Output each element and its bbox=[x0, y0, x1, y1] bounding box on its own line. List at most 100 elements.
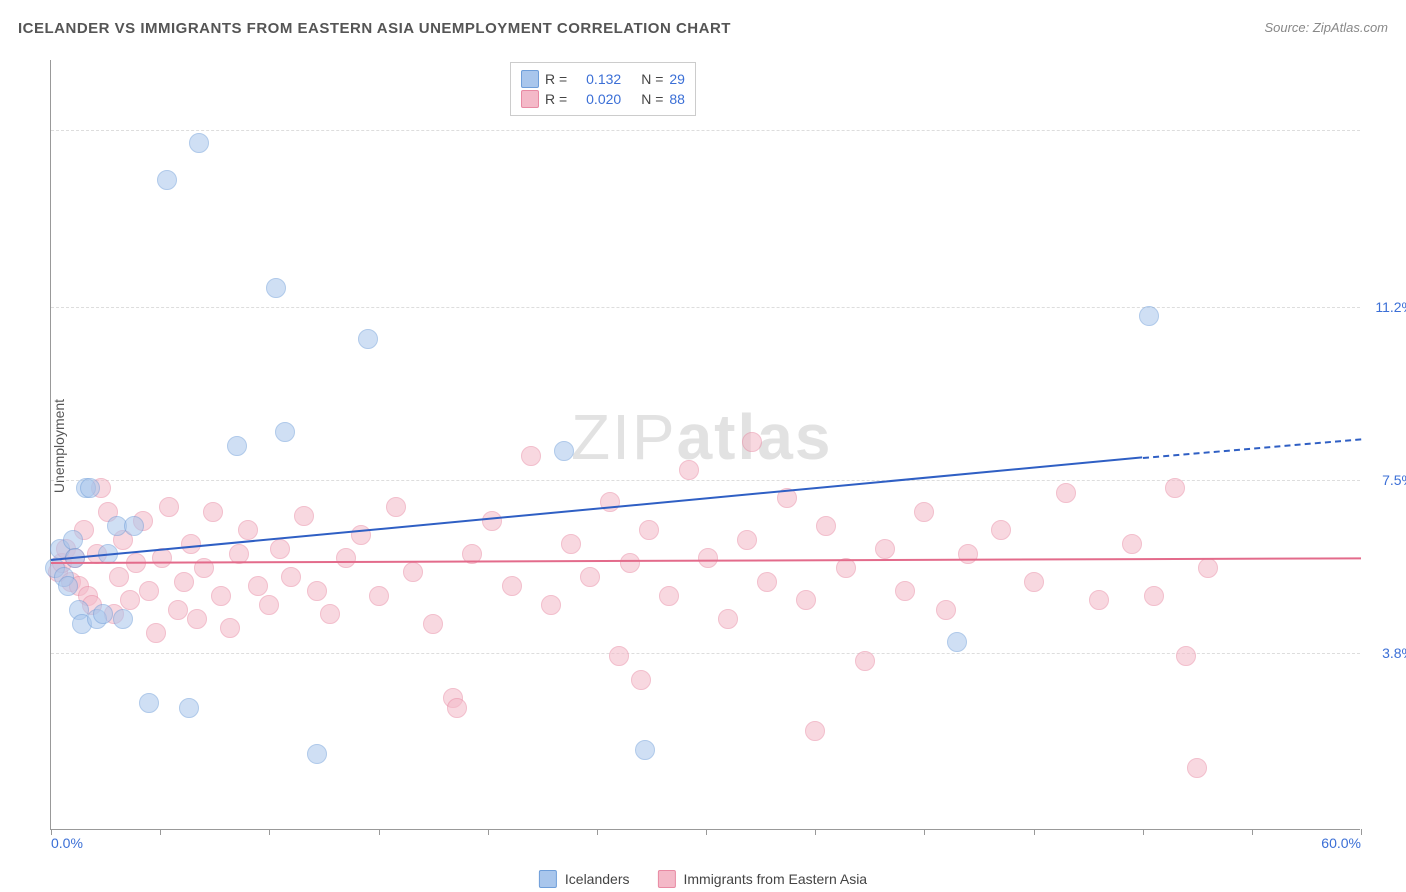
legend-swatch bbox=[539, 870, 557, 888]
trend-line bbox=[1143, 438, 1361, 459]
data-point bbox=[369, 586, 389, 606]
data-point bbox=[1198, 558, 1218, 578]
legend-label: Immigrants from Eastern Asia bbox=[683, 871, 867, 887]
data-point bbox=[336, 548, 356, 568]
data-point bbox=[1144, 586, 1164, 606]
legend-swatch bbox=[521, 70, 539, 88]
data-point bbox=[281, 567, 301, 587]
data-point bbox=[159, 497, 179, 517]
chart-title: ICELANDER VS IMMIGRANTS FROM EASTERN ASI… bbox=[18, 20, 731, 37]
data-point bbox=[139, 693, 159, 713]
n-value: 88 bbox=[669, 89, 685, 109]
gridline bbox=[51, 480, 1360, 481]
r-label: R = bbox=[545, 69, 567, 89]
n-label: N = bbox=[641, 89, 663, 109]
data-point bbox=[386, 497, 406, 517]
data-point bbox=[679, 460, 699, 480]
data-point bbox=[796, 590, 816, 610]
data-point bbox=[58, 576, 78, 596]
data-point bbox=[146, 623, 166, 643]
data-point bbox=[157, 170, 177, 190]
gridline bbox=[51, 307, 1360, 308]
legend-label: Icelanders bbox=[565, 871, 630, 887]
n-value: 29 bbox=[669, 69, 685, 89]
watermark-thin: ZIP bbox=[571, 401, 677, 473]
x-tick-mark bbox=[269, 829, 270, 835]
legend-swatch bbox=[657, 870, 675, 888]
data-point bbox=[1187, 758, 1207, 778]
data-point bbox=[266, 278, 286, 298]
x-tick-mark bbox=[1361, 829, 1362, 835]
data-point bbox=[187, 609, 207, 629]
x-tick-mark bbox=[488, 829, 489, 835]
data-point bbox=[307, 581, 327, 601]
r-value: 0.020 bbox=[573, 89, 621, 109]
data-point bbox=[403, 562, 423, 582]
legend-row: R =0.132N =29 bbox=[521, 69, 685, 89]
data-point bbox=[639, 520, 659, 540]
data-point bbox=[947, 632, 967, 652]
data-point bbox=[609, 646, 629, 666]
data-point bbox=[895, 581, 915, 601]
data-point bbox=[757, 572, 777, 592]
data-point bbox=[1089, 590, 1109, 610]
x-tick-mark bbox=[815, 829, 816, 835]
data-point bbox=[447, 698, 467, 718]
data-point bbox=[63, 530, 83, 550]
x-tick-mark bbox=[1034, 829, 1035, 835]
legend-item: Immigrants from Eastern Asia bbox=[657, 870, 867, 888]
data-point bbox=[875, 539, 895, 559]
data-point bbox=[541, 595, 561, 615]
legend-swatch bbox=[521, 90, 539, 108]
series-legend: Icelanders Immigrants from Eastern Asia bbox=[539, 870, 867, 888]
x-tick-mark bbox=[379, 829, 380, 835]
data-point bbox=[270, 539, 290, 559]
data-point bbox=[275, 422, 295, 442]
data-point bbox=[179, 698, 199, 718]
data-point bbox=[168, 600, 188, 620]
data-point bbox=[227, 436, 247, 456]
data-point bbox=[93, 604, 113, 624]
data-point bbox=[1165, 478, 1185, 498]
data-point bbox=[1122, 534, 1142, 554]
data-point bbox=[521, 446, 541, 466]
data-point bbox=[120, 590, 140, 610]
data-point bbox=[294, 506, 314, 526]
data-point bbox=[307, 744, 327, 764]
data-point bbox=[139, 581, 159, 601]
data-point bbox=[248, 576, 268, 596]
data-point bbox=[1056, 483, 1076, 503]
x-tick-mark bbox=[160, 829, 161, 835]
data-point bbox=[936, 600, 956, 620]
data-point bbox=[109, 567, 129, 587]
x-tick-mark bbox=[924, 829, 925, 835]
x-tick-mark bbox=[706, 829, 707, 835]
data-point bbox=[635, 740, 655, 760]
data-point bbox=[914, 502, 934, 522]
data-point bbox=[482, 511, 502, 531]
data-point bbox=[855, 651, 875, 671]
x-tick-mark bbox=[1252, 829, 1253, 835]
data-point bbox=[502, 576, 522, 596]
data-point bbox=[1176, 646, 1196, 666]
r-value: 0.132 bbox=[573, 69, 621, 89]
source-attribution: Source: ZipAtlas.com bbox=[1264, 20, 1388, 35]
data-point bbox=[152, 548, 172, 568]
legend-row: R =0.020N =88 bbox=[521, 89, 685, 109]
x-tick-label: 60.0% bbox=[1321, 835, 1361, 851]
data-point bbox=[816, 516, 836, 536]
data-point bbox=[718, 609, 738, 629]
correlation-legend: R =0.132N =29R =0.020N =88 bbox=[510, 62, 696, 116]
data-point bbox=[620, 553, 640, 573]
y-tick-label: 3.8% bbox=[1382, 645, 1406, 661]
x-tick-mark bbox=[1143, 829, 1144, 835]
data-point bbox=[423, 614, 443, 634]
data-point bbox=[991, 520, 1011, 540]
data-point bbox=[259, 595, 279, 615]
x-tick-mark bbox=[597, 829, 598, 835]
x-tick-label: 0.0% bbox=[51, 835, 83, 851]
data-point bbox=[358, 329, 378, 349]
y-tick-label: 7.5% bbox=[1382, 472, 1406, 488]
data-point bbox=[580, 567, 600, 587]
data-point bbox=[698, 548, 718, 568]
